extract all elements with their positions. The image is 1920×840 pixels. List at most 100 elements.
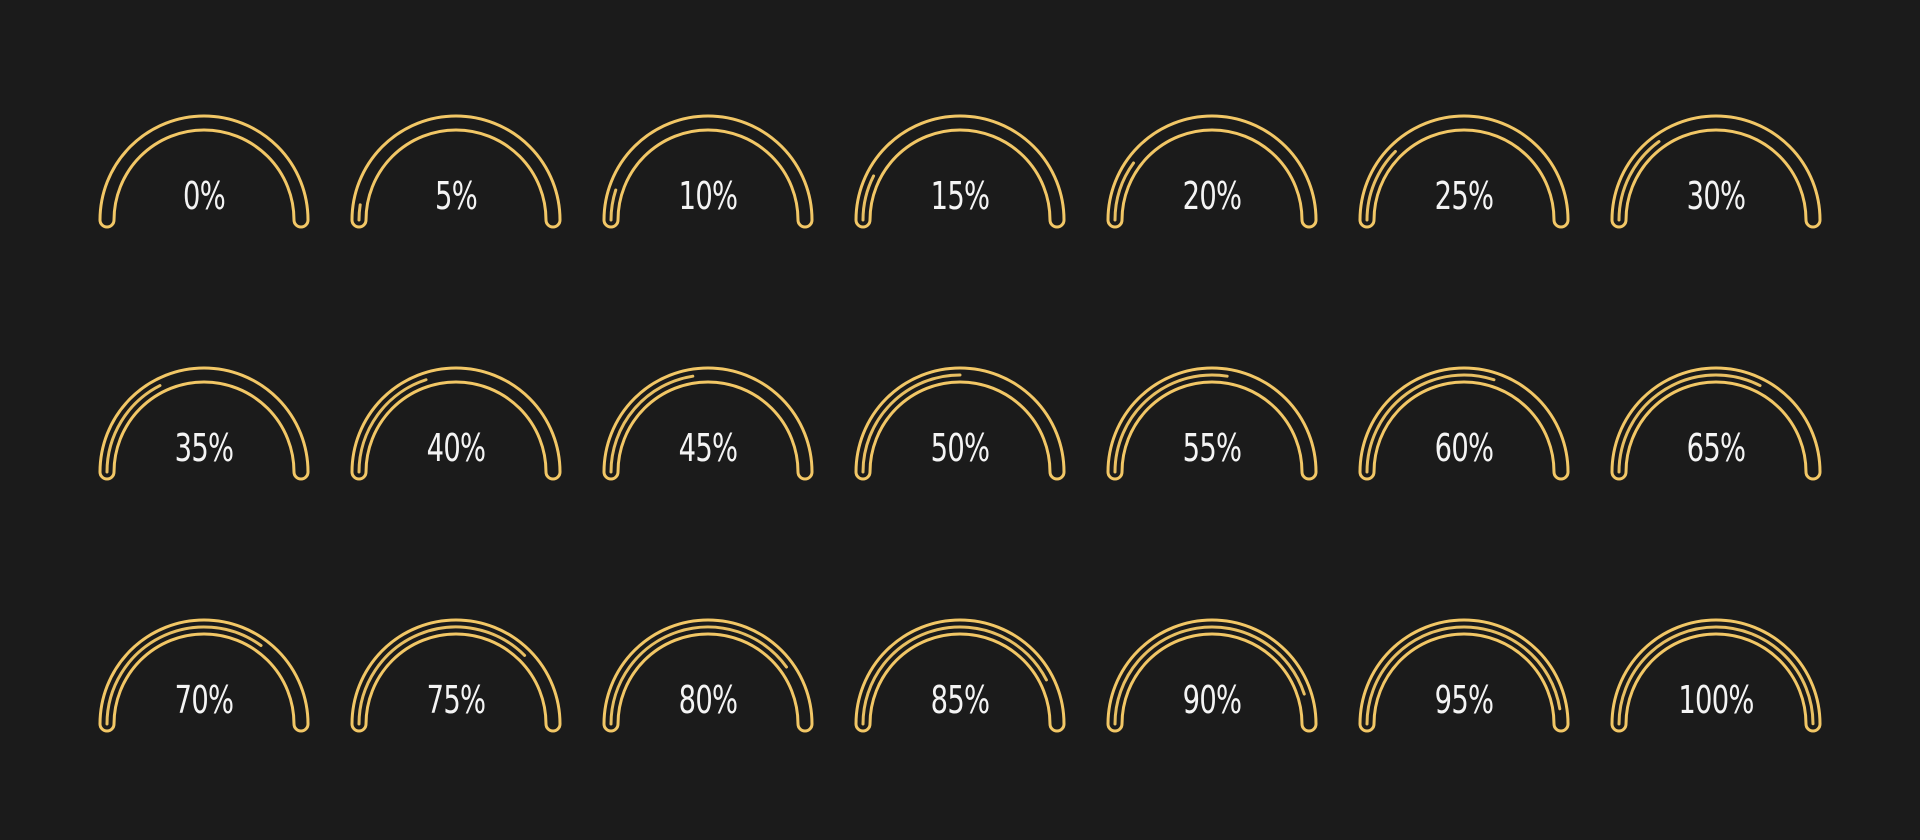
gauge-percent-label: 45% [678,426,738,470]
gauge-arc [350,618,562,733]
gauge-progress [1113,161,1136,222]
gauge-percent-label: 100% [1678,678,1754,722]
gauge-percent-label: 15% [930,174,990,218]
gauge-percent-label: 20% [1182,174,1242,218]
gauge-progress [861,625,1048,726]
gauge-percent-label: 25% [1434,174,1494,218]
gauge-track [98,618,310,733]
gauge-progress [609,625,788,726]
gauge-arc [1610,114,1822,229]
gauge-arc [602,618,814,733]
gauge-track [1358,618,1570,733]
gauge-arc [1610,618,1822,733]
gauge-track [1106,366,1318,481]
gauge-progress [1365,625,1562,726]
gauge-track [854,618,1066,733]
gauge-percent-label: 85% [930,678,990,722]
gauge-progress [861,174,876,222]
gauge-70: 70% [92,608,316,738]
gauge-90: 90% [1100,608,1324,738]
gauge-percent-label: 75% [426,678,486,722]
gauge-80: 80% [596,608,820,738]
gauge-percent-label: 60% [1434,426,1494,470]
gauge-progress [357,625,527,726]
gauge-arc [1358,366,1570,481]
gauge-arc [854,618,1066,733]
gauge-track [854,366,1066,481]
gauge-percent-label: 70% [174,678,234,722]
gauge-arc [854,114,1066,229]
gauge-85: 85% [848,608,1072,738]
gauge-percent-label: 55% [1182,426,1242,470]
gauge-20: 20% [1100,104,1324,234]
gauge-arc [350,366,562,481]
gauge-arc [98,366,310,481]
gauge-progress [1113,373,1229,474]
gauge-arc [350,114,562,229]
gauge-progress [1365,373,1496,474]
gauge-progress [609,374,695,474]
gauge-percent-label: 95% [1434,678,1494,722]
gauge-arc [602,114,814,229]
gauge-35: 35% [92,356,316,486]
gauge-40: 40% [344,356,568,486]
gauge-arc [1358,114,1570,229]
gauge-25: 25% [1352,104,1576,234]
gauge-95: 95% [1352,608,1576,738]
gauge-progress [861,373,962,474]
gauge-percent-label: 90% [1182,678,1242,722]
gauge-track [350,618,562,733]
gauge-10: 10% [596,104,820,234]
gauge-track [1610,114,1822,229]
gauge-65: 65% [1604,356,1828,486]
gauge-progress [357,378,428,474]
gauge-progress [105,625,263,726]
gauge-percent-label: 0% [183,174,226,218]
gauge-percent-label: 5% [435,174,478,218]
gauge-75: 75% [344,608,568,738]
gauge-track [1610,618,1822,733]
gauge-15: 15% [848,104,1072,234]
gauge-track [98,366,310,481]
gauge-percent-label: 40% [426,426,486,470]
gauge-arc [1610,366,1822,481]
gauge-progress [1365,149,1397,222]
gauge-arc [1106,114,1318,229]
gauge-progress [609,188,618,222]
gauge-arc [98,114,310,229]
gauge-arc [854,366,1066,481]
gauge-5: 5% [344,104,568,234]
gauge-percent-label: 35% [174,426,234,470]
gauge-percent-label: 50% [930,426,990,470]
gauge-progress [1617,140,1661,222]
gauge-track [1106,618,1318,733]
gauge-progress [357,203,362,222]
gauge-55: 55% [1100,356,1324,486]
gauge-arc [1106,366,1318,481]
gauge-0: 0% [92,104,316,234]
gauge-60: 60% [1352,356,1576,486]
gauge-track [98,114,310,229]
gauge-30: 30% [1604,104,1828,234]
gauge-track [350,366,562,481]
gauge-track [602,618,814,733]
gauge-50: 50% [848,356,1072,486]
gauge-percent-label: 10% [678,174,738,218]
gauge-track [1610,366,1822,481]
gauge-track [1358,114,1570,229]
gauge-percent-label: 80% [678,678,738,722]
gauge-track [602,366,814,481]
gauge-progress [1113,625,1306,726]
gauge-arc [98,618,310,733]
gauge-progress [105,384,162,474]
gauge-percent-label: 65% [1686,426,1746,470]
gauge-progress [1617,625,1815,726]
gauge-45: 45% [596,356,820,486]
gauge-arc [602,366,814,481]
gauge-arc [1106,618,1318,733]
gauge-track [854,114,1066,229]
gauge-track [350,114,562,229]
gauge-arc [1358,618,1570,733]
gauge-track [1106,114,1318,229]
